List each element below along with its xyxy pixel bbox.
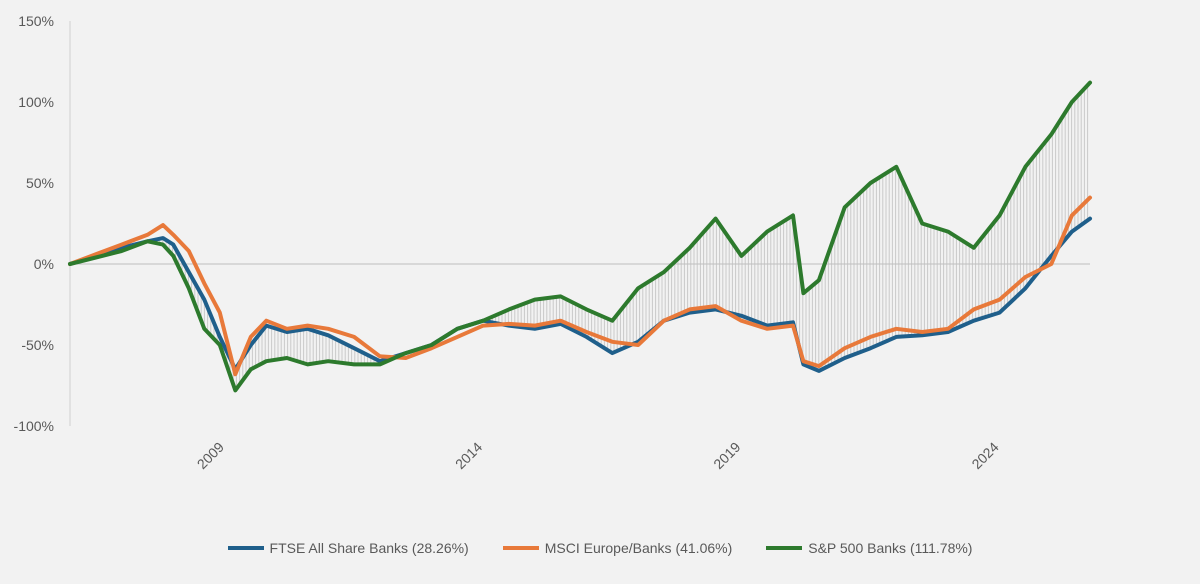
x-tick-label: 2024 bbox=[968, 439, 1001, 472]
legend-label-ftse: FTSE All Share Banks (28.26%) bbox=[269, 540, 469, 556]
x-tick-label: 2014 bbox=[452, 439, 485, 472]
legend-label-sp500: S&P 500 Banks (111.78%) bbox=[808, 540, 973, 556]
legend-item-msci: MSCI Europe/Banks (41.06%) bbox=[502, 540, 733, 556]
series-line-2 bbox=[68, 80, 1092, 393]
x-tick-label: 2019 bbox=[710, 439, 743, 472]
y-tick-label: 50% bbox=[26, 175, 54, 191]
legend-label-msci: MSCI Europe/Banks (41.06%) bbox=[544, 540, 733, 556]
legend-swatch-sp500 bbox=[766, 546, 803, 550]
legend-item-sp500: S&P 500 Banks (111.78%) bbox=[766, 540, 972, 556]
legend: FTSE All Share Banks (28.26%) MSCI Europ… bbox=[0, 540, 1200, 556]
y-tick-label: 100% bbox=[18, 94, 54, 110]
x-tick-label: 2009 bbox=[194, 439, 227, 472]
series-line-0 bbox=[68, 216, 1092, 373]
y-tick-label: 150% bbox=[18, 13, 54, 29]
legend-swatch-msci bbox=[502, 546, 539, 550]
legend-swatch-ftse bbox=[227, 546, 264, 550]
legend-item-ftse: FTSE All Share Banks (28.26%) bbox=[227, 540, 469, 556]
y-tick-label: -100% bbox=[14, 418, 54, 434]
series-line-1 bbox=[68, 195, 1092, 377]
y-tick-label: 0% bbox=[34, 256, 54, 272]
y-tick-label: -50% bbox=[21, 337, 54, 353]
